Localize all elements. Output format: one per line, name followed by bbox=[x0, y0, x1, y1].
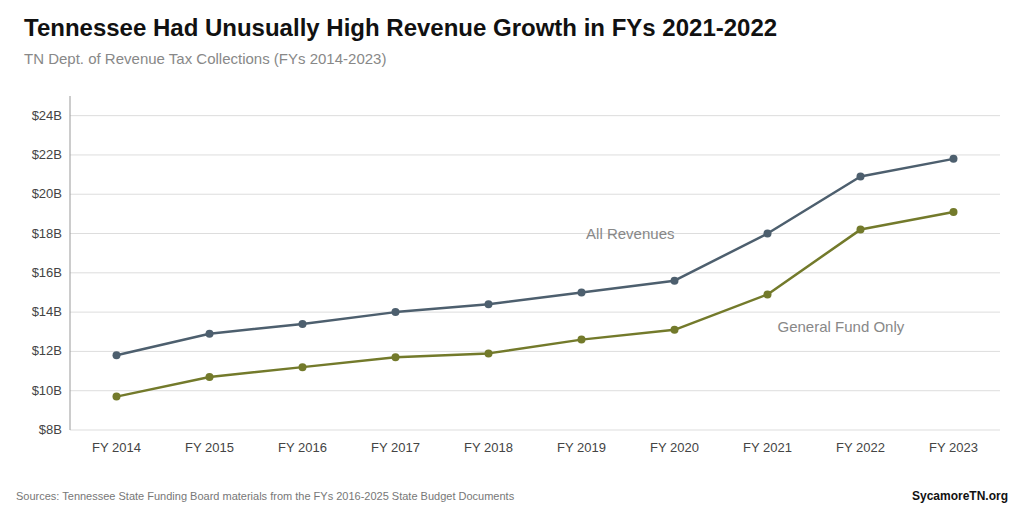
y-tick-label: $10B bbox=[32, 383, 62, 398]
grid-line bbox=[70, 272, 1000, 273]
point bbox=[950, 155, 958, 163]
point bbox=[392, 353, 400, 361]
point bbox=[299, 363, 307, 371]
grid-line bbox=[70, 390, 1000, 391]
title: Tennessee Had Unusually High Revenue Gro… bbox=[24, 14, 777, 41]
series-line bbox=[117, 159, 954, 355]
grid-line bbox=[70, 351, 1000, 352]
x-tick-label: FY 2021 bbox=[743, 440, 792, 455]
chart: Tennessee Had Unusually High Revenue Gro… bbox=[0, 0, 1024, 512]
x-tick-label: FY 2019 bbox=[557, 440, 606, 455]
x-tick-label: FY 2023 bbox=[929, 440, 978, 455]
point bbox=[764, 230, 772, 238]
y-tick-label: $8B bbox=[39, 422, 62, 437]
y-tick-label: $20B bbox=[32, 186, 62, 201]
x-tick-label: FY 2020 bbox=[650, 440, 699, 455]
point bbox=[578, 288, 586, 296]
point bbox=[485, 349, 493, 357]
series-label: General Fund Only bbox=[778, 318, 905, 335]
x-tick-label: FY 2015 bbox=[185, 440, 234, 455]
grid-line bbox=[70, 312, 1000, 313]
point bbox=[113, 351, 121, 359]
point bbox=[578, 336, 586, 344]
y-tick-label: $18B bbox=[32, 226, 62, 241]
point bbox=[671, 326, 679, 334]
point bbox=[671, 277, 679, 285]
point bbox=[485, 300, 493, 308]
point bbox=[206, 373, 214, 381]
y-axis-line bbox=[70, 96, 71, 430]
grid-line bbox=[70, 154, 1000, 155]
x-tick-label: FY 2022 bbox=[836, 440, 885, 455]
point bbox=[764, 290, 772, 298]
point bbox=[113, 393, 121, 401]
x-tick-label: FY 2016 bbox=[278, 440, 327, 455]
point bbox=[392, 308, 400, 316]
y-tick-label: $24B bbox=[32, 108, 62, 123]
x-tick-label: FY 2014 bbox=[92, 440, 141, 455]
grid-line bbox=[70, 194, 1000, 195]
y-tick-label: $12B bbox=[32, 343, 62, 358]
plot-area bbox=[113, 155, 958, 401]
y-tick-label: $16B bbox=[32, 265, 62, 280]
point bbox=[206, 330, 214, 338]
grid bbox=[70, 116, 1000, 430]
point bbox=[857, 173, 865, 181]
grid-line bbox=[70, 115, 1000, 116]
x-tick-label: FY 2018 bbox=[464, 440, 513, 455]
source: Sources: Tennessee State Funding Board m… bbox=[16, 490, 515, 502]
point bbox=[950, 208, 958, 216]
series-line bbox=[117, 212, 954, 397]
y-tick-label: $14B bbox=[32, 304, 62, 319]
subtitle: TN Dept. of Revenue Tax Collections (FYs… bbox=[24, 50, 386, 67]
series-label: All Revenues bbox=[586, 225, 674, 242]
grid-line bbox=[70, 430, 1000, 431]
point bbox=[857, 226, 865, 234]
y-tick-label: $22B bbox=[32, 147, 62, 162]
x-tick-label: FY 2017 bbox=[371, 440, 420, 455]
credit: SycamoreTN.org bbox=[912, 489, 1008, 503]
point bbox=[299, 320, 307, 328]
